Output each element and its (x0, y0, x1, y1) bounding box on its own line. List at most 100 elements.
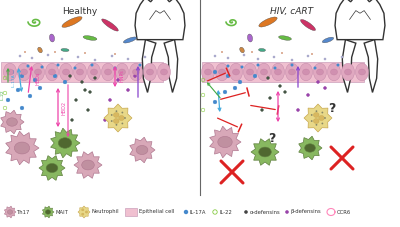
Ellipse shape (116, 63, 128, 81)
Ellipse shape (48, 69, 56, 75)
Ellipse shape (218, 136, 232, 148)
Ellipse shape (278, 36, 292, 40)
Ellipse shape (62, 69, 70, 75)
Circle shape (284, 91, 286, 93)
Ellipse shape (14, 142, 30, 154)
Ellipse shape (244, 63, 256, 81)
Circle shape (111, 55, 113, 57)
Ellipse shape (132, 69, 140, 75)
Text: α-defensins: α-defensins (250, 210, 280, 215)
FancyBboxPatch shape (125, 207, 137, 215)
Circle shape (341, 56, 343, 58)
Circle shape (226, 64, 230, 67)
Text: Epithelial cell: Epithelial cell (139, 210, 174, 215)
Polygon shape (364, 40, 378, 92)
Polygon shape (104, 104, 132, 132)
Ellipse shape (258, 63, 270, 81)
Circle shape (54, 51, 56, 53)
Text: Healthy: Healthy (62, 7, 98, 16)
Ellipse shape (74, 63, 86, 81)
Ellipse shape (319, 116, 324, 121)
Ellipse shape (248, 34, 252, 42)
Circle shape (281, 52, 283, 54)
Circle shape (227, 57, 229, 59)
Ellipse shape (7, 210, 13, 214)
Circle shape (238, 80, 242, 84)
Polygon shape (51, 128, 80, 158)
Ellipse shape (76, 69, 84, 75)
Text: IL-22: IL-22 (1, 90, 5, 100)
Text: HIV, cART: HIV, cART (270, 7, 314, 16)
Ellipse shape (286, 63, 298, 81)
Ellipse shape (18, 63, 30, 81)
Ellipse shape (314, 63, 326, 81)
Ellipse shape (230, 63, 242, 81)
Circle shape (77, 56, 79, 58)
Ellipse shape (114, 118, 119, 123)
Ellipse shape (82, 213, 84, 215)
Circle shape (122, 112, 123, 114)
Ellipse shape (302, 69, 310, 75)
Ellipse shape (305, 144, 315, 152)
Circle shape (251, 51, 253, 53)
Circle shape (33, 78, 37, 82)
Circle shape (324, 86, 326, 89)
Circle shape (111, 114, 112, 116)
Circle shape (297, 109, 299, 111)
Ellipse shape (82, 160, 94, 170)
Circle shape (244, 210, 248, 214)
Ellipse shape (328, 63, 340, 81)
Ellipse shape (300, 20, 316, 31)
Ellipse shape (314, 113, 319, 117)
Ellipse shape (61, 49, 69, 52)
Polygon shape (210, 126, 241, 158)
Circle shape (69, 75, 71, 77)
Circle shape (124, 117, 126, 119)
Circle shape (223, 90, 227, 94)
Ellipse shape (50, 34, 54, 42)
Polygon shape (304, 104, 332, 132)
Circle shape (285, 210, 289, 214)
Polygon shape (335, 0, 385, 40)
Text: CCR6: CCR6 (337, 210, 351, 215)
Ellipse shape (85, 211, 88, 213)
Ellipse shape (258, 49, 266, 52)
Circle shape (290, 64, 294, 67)
Ellipse shape (4, 63, 16, 81)
Ellipse shape (6, 69, 14, 75)
Ellipse shape (246, 69, 254, 75)
Circle shape (307, 55, 309, 57)
Ellipse shape (20, 69, 28, 75)
Circle shape (47, 54, 49, 56)
Circle shape (104, 118, 106, 121)
Circle shape (38, 86, 42, 90)
Ellipse shape (232, 69, 240, 75)
Circle shape (324, 117, 326, 119)
Circle shape (126, 89, 130, 91)
Circle shape (94, 59, 96, 61)
Polygon shape (164, 40, 178, 92)
Ellipse shape (330, 69, 338, 75)
Ellipse shape (130, 63, 142, 81)
Circle shape (109, 99, 111, 101)
Circle shape (311, 120, 312, 122)
Ellipse shape (204, 69, 212, 75)
Circle shape (134, 75, 136, 77)
Circle shape (226, 74, 230, 78)
Ellipse shape (32, 63, 44, 81)
Ellipse shape (102, 19, 118, 31)
Ellipse shape (274, 69, 282, 75)
Circle shape (304, 71, 306, 73)
Circle shape (144, 56, 146, 58)
Polygon shape (39, 156, 65, 180)
Circle shape (40, 66, 44, 69)
Circle shape (311, 114, 312, 116)
Ellipse shape (240, 47, 244, 53)
Ellipse shape (119, 116, 124, 121)
Ellipse shape (60, 63, 72, 81)
Ellipse shape (6, 118, 18, 126)
Ellipse shape (146, 69, 154, 75)
Text: Th17: Th17 (17, 210, 30, 215)
Ellipse shape (62, 17, 82, 27)
Text: MAIT: MAIT (55, 210, 68, 215)
